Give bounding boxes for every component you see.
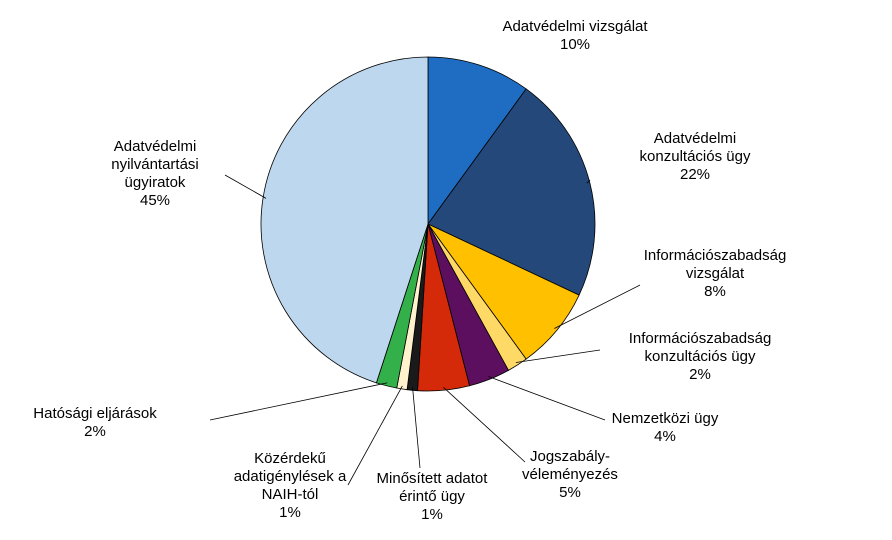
slice-label: Közérdekű adatigénylések a NAIH-tól 1% [234,450,347,522]
value-label: 2% [689,366,711,383]
category-label: Minősített adatot érintő ügy [376,470,488,505]
pie-slice [427,56,527,226]
slice-label: Adatvédelmi vizsgálat 10% [502,18,647,54]
leader-line [586,179,591,184]
slice-label: Információszabadság vizsgálat 8% [644,247,787,301]
slice-label: Adatvédelmi konzultációs ügy 22% [640,130,751,184]
leader-line [209,382,388,421]
value-label: 1% [279,504,301,521]
category-label: Adatvédelmi nyilvántartási ügyiratok [111,138,199,191]
leader-line [488,376,606,421]
leader-line [515,349,601,363]
category-label: Közérdekű adatigénylések a NAIH-tól [233,450,347,503]
value-label: 2% [84,423,106,440]
slice-label: Hatósági eljárások 2% [33,405,156,441]
value-label: 5% [559,484,581,501]
leader-line [224,174,267,199]
category-label: Információszabadság konzultációs ügy [628,330,772,365]
category-label: Hatósági eljárások [33,405,157,422]
value-label: 1% [421,506,443,523]
value-label: 10% [559,36,591,53]
value-label: 4% [654,428,676,445]
leader-line [347,385,403,486]
leader-line [412,387,421,469]
slice-label: Jogszabály- véleményezés 5% [522,448,618,502]
value-label: 22% [679,166,711,183]
category-label: Nemzetközi ügy [611,410,719,427]
pie-slice [260,56,429,384]
slice-label: Nemzetközi ügy 4% [612,410,719,446]
category-label: Jogszabály- véleményezés [522,448,618,483]
value-label: 8% [704,283,726,300]
leader-line [443,386,526,463]
slice-label: Információszabadság konzultációs ügy 2% [629,330,772,384]
slice-label: Minősített adatot érintő ügy 1% [377,470,488,524]
slice-label: Adatvédelmi nyilvántartási ügyiratok 45% [111,138,199,210]
category-label: Információszabadság vizsgálat [643,247,787,282]
value-label: 45% [139,192,171,209]
category-label: Adatvédelmi konzultációs ügy [639,130,751,165]
category-label: Adatvédelmi vizsgálat [502,18,648,35]
leader-line [554,284,641,329]
